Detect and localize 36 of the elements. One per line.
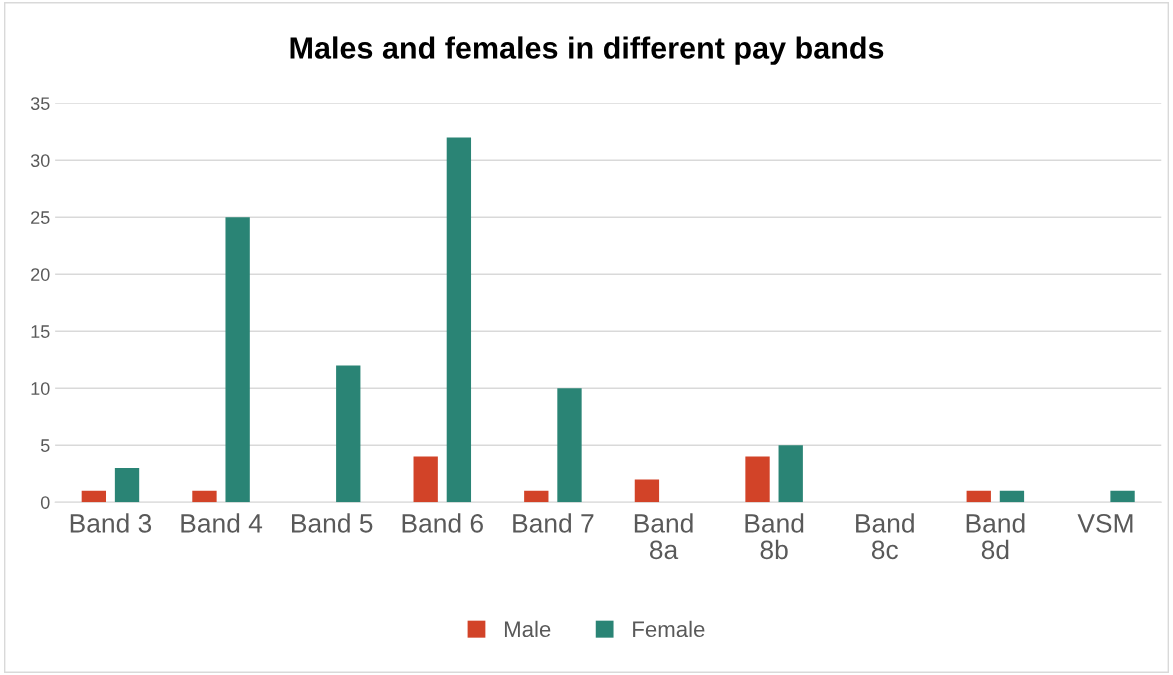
y-tick-label: 5	[40, 439, 50, 452]
bar	[999, 490, 1025, 503]
bar	[192, 490, 217, 503]
y-tick-label: 20	[31, 268, 50, 281]
y-tick-label: 35	[30, 97, 50, 110]
x-tick-label: Band 8c	[856, 513, 914, 560]
x-tick-label: Band 5	[292, 513, 373, 533]
bar	[81, 490, 107, 503]
bar	[336, 365, 361, 503]
x-tick-label: VSM	[1077, 514, 1133, 533]
bar	[557, 388, 582, 503]
y-tick-label: 0	[40, 496, 50, 509]
x-tick-label: Band 8a	[634, 513, 693, 560]
bar	[745, 456, 770, 503]
x-tick-label: Band 6	[402, 513, 483, 533]
x-tick-label: Band 3	[70, 513, 152, 533]
chart-title: Males and females in different pay bands	[290, 36, 884, 65]
bar	[634, 479, 660, 503]
bar	[413, 456, 438, 503]
bar	[524, 490, 549, 503]
y-tick-label: 25	[31, 211, 50, 224]
bar	[225, 217, 250, 503]
bar	[966, 490, 991, 503]
bar	[778, 445, 803, 503]
legend-label: Female	[633, 620, 705, 638]
y-tick-label: 10	[31, 382, 50, 395]
x-tick-label: Band 8b	[745, 513, 804, 560]
x-tick-label: Band 8d	[966, 513, 1025, 560]
bar	[114, 468, 140, 503]
x-tick-label: Band 7	[513, 513, 594, 533]
y-tick-label: 15	[31, 325, 50, 338]
y-tick-label: 30	[30, 154, 50, 167]
x-tick-label: Band 4	[181, 513, 263, 533]
legend-label: Male	[504, 620, 551, 638]
bar	[1110, 490, 1135, 503]
bar	[446, 137, 472, 503]
